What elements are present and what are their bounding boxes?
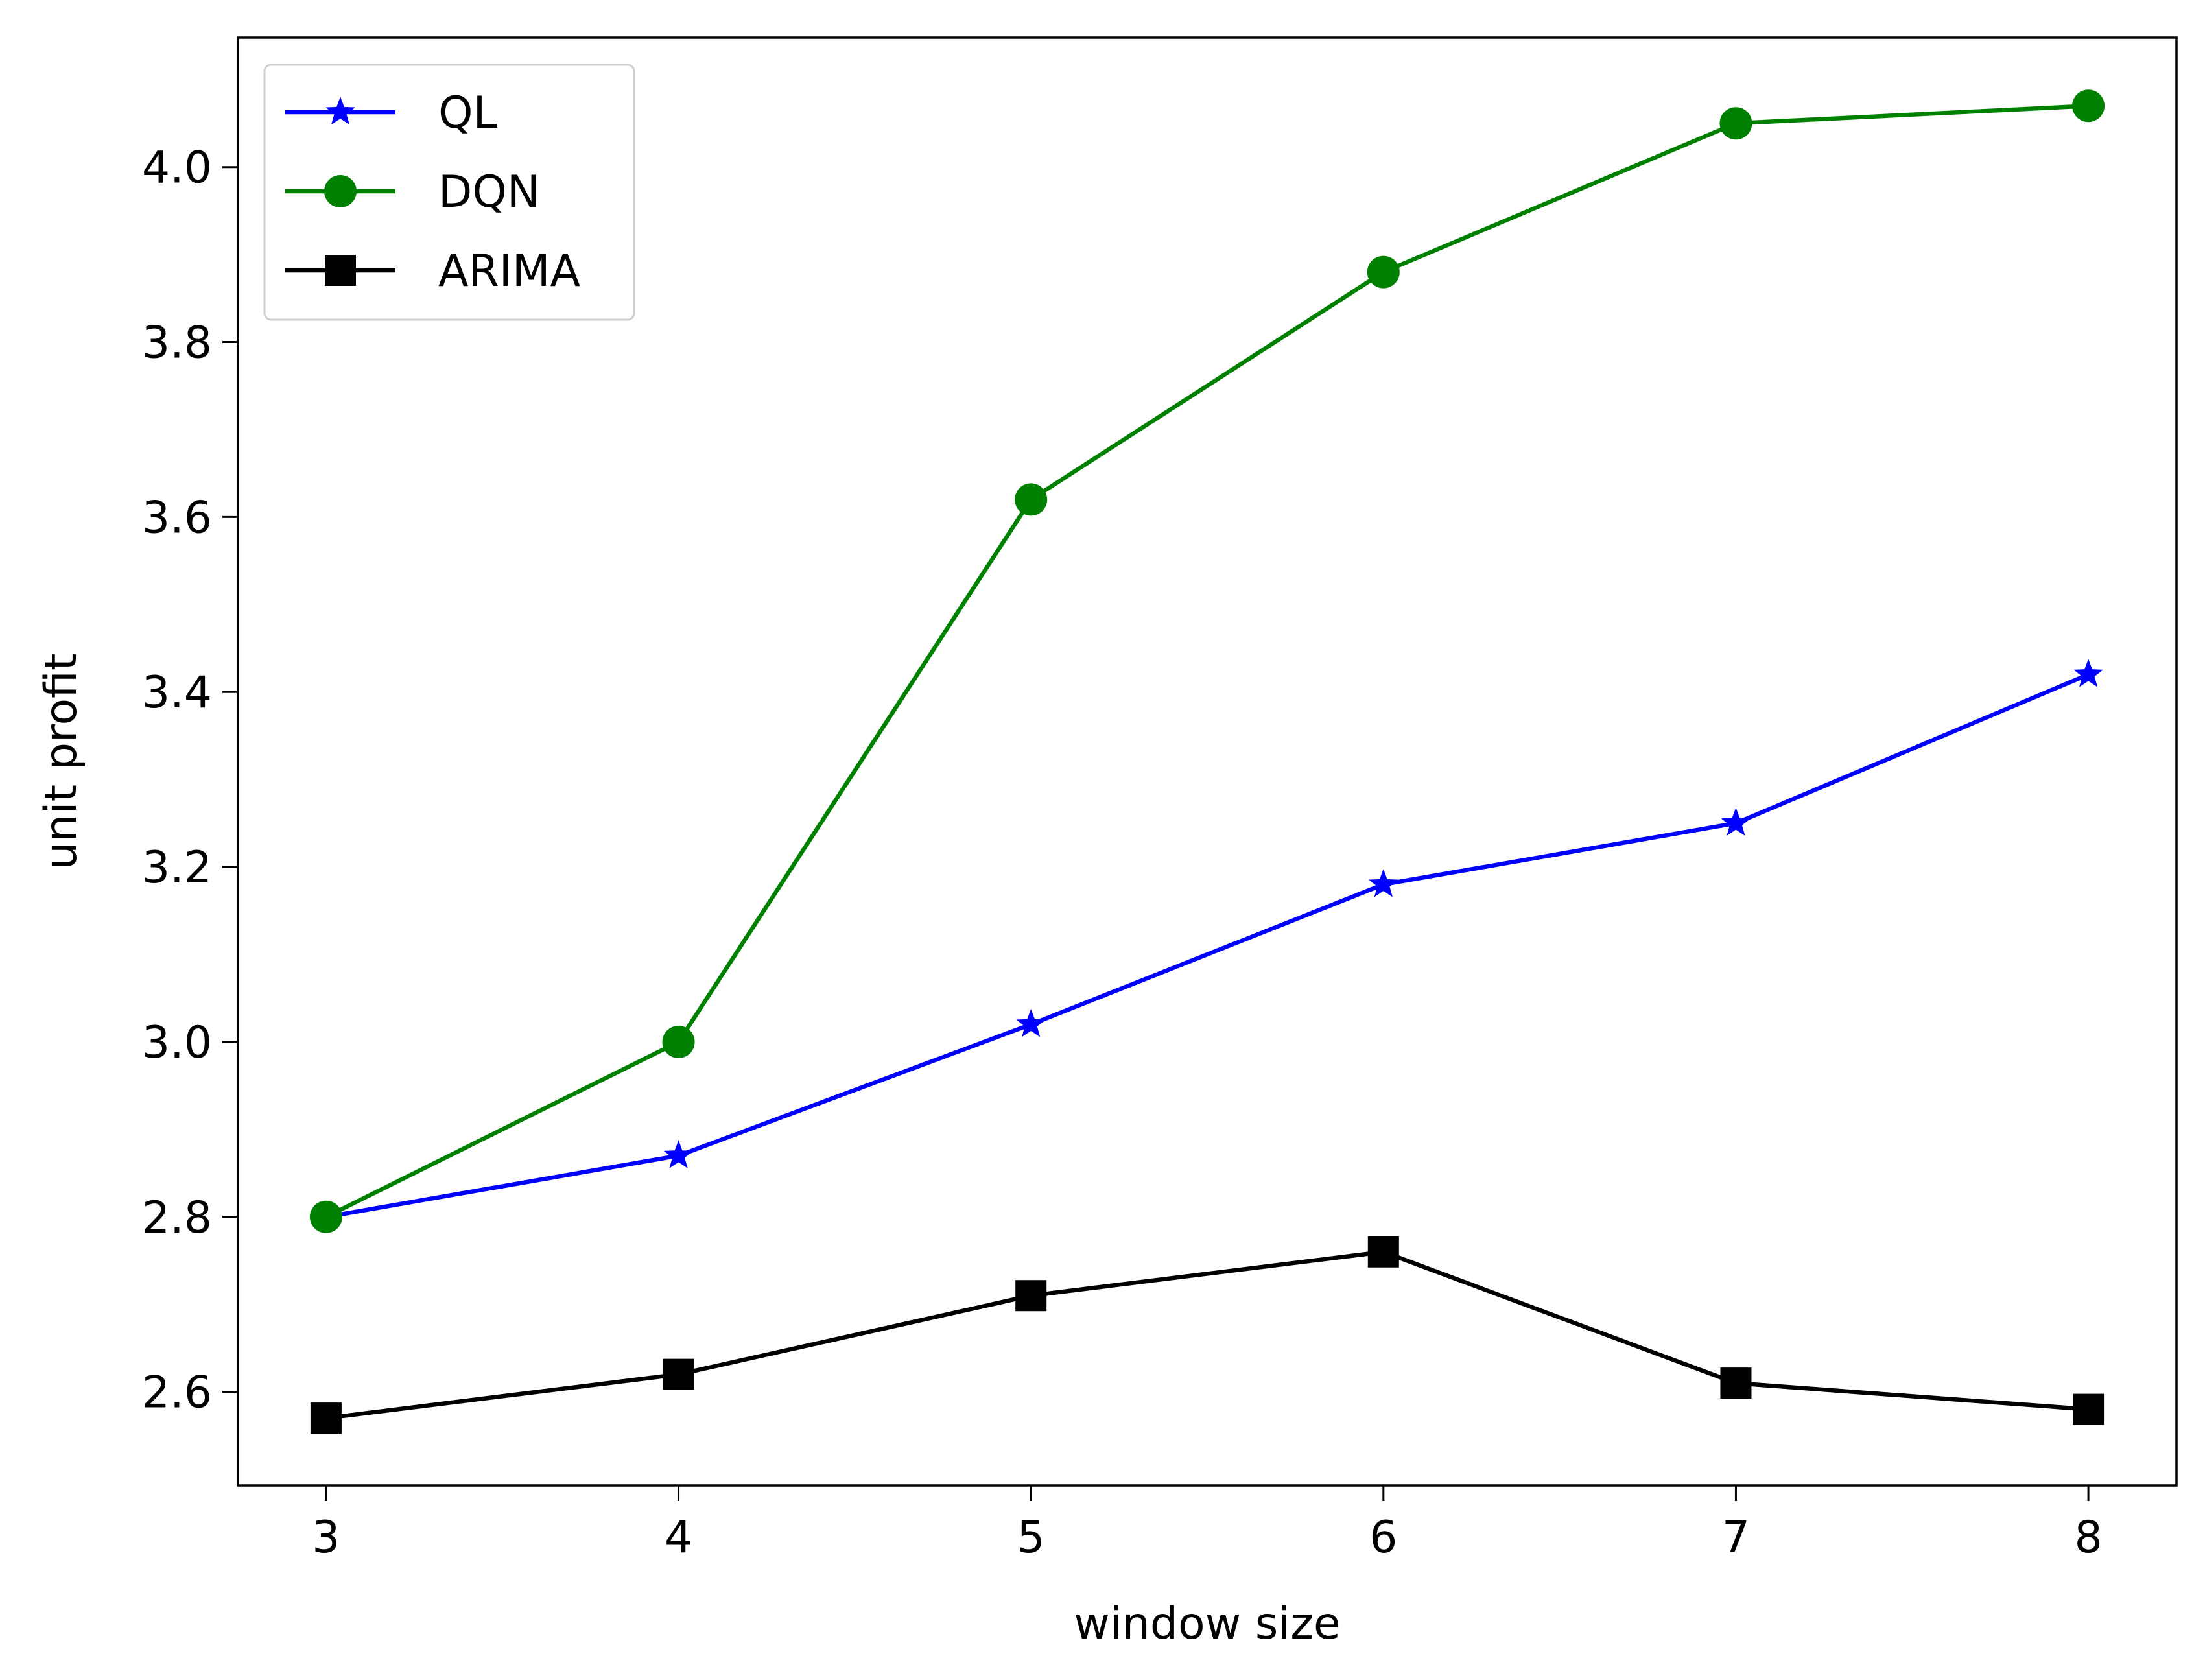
data-point xyxy=(2072,89,2105,123)
data-point xyxy=(325,255,356,286)
data-point xyxy=(1721,807,1751,836)
data-point xyxy=(1015,483,1048,516)
legend-item-dqn: DQN xyxy=(285,167,540,218)
data-point xyxy=(325,97,355,125)
y-axis: 2.6 2.8 3.0 3.2 3.4 3.6 3.8 4.0 xyxy=(142,143,238,1419)
x-tick-label: 8 xyxy=(2074,1512,2102,1563)
y-tick-label: 3.8 xyxy=(142,318,212,369)
series-dqn xyxy=(309,89,2105,1233)
series-layer xyxy=(309,89,2105,1434)
data-point xyxy=(1719,107,1752,140)
y-tick-label: 3.6 xyxy=(142,492,212,543)
legend-box xyxy=(263,64,635,321)
data-point xyxy=(310,1402,342,1434)
data-point xyxy=(2073,659,2103,687)
y-tick-label: 3.2 xyxy=(142,842,212,893)
data-point xyxy=(663,1140,694,1168)
legend: QL DQN ARIMA xyxy=(263,64,635,321)
y-tick-label: 2.8 xyxy=(142,1192,212,1244)
legend-label: ARIMA xyxy=(438,246,580,297)
data-point xyxy=(662,1025,695,1058)
y-tick-label: 3.0 xyxy=(142,1017,212,1069)
data-point xyxy=(324,175,357,207)
data-point xyxy=(663,1358,694,1390)
data-point xyxy=(1720,1367,1752,1399)
data-point xyxy=(1368,869,1398,897)
x-tick-label: 6 xyxy=(1369,1512,1397,1563)
x-tick-label: 5 xyxy=(1017,1512,1045,1563)
x-tick-label: 7 xyxy=(1722,1512,1750,1563)
legend-label: DQN xyxy=(438,167,540,218)
y-tick-label: 2.6 xyxy=(142,1367,212,1419)
data-point xyxy=(309,1200,342,1233)
series-line xyxy=(325,1249,2089,1421)
plot-frame xyxy=(237,36,2178,1487)
y-tick-label: 4.0 xyxy=(142,143,212,194)
y-axis-label: unit profit xyxy=(36,653,87,870)
data-point xyxy=(1367,255,1400,289)
data-point xyxy=(1367,1236,1399,1268)
series-line xyxy=(325,672,2090,1219)
data-point xyxy=(1015,1280,1047,1312)
x-axis-label: window size xyxy=(1074,1598,1340,1650)
data-point xyxy=(1016,1008,1046,1037)
legend-item-ql: QL xyxy=(285,88,498,139)
series-line xyxy=(325,103,2089,1219)
y-tick-label: 3.4 xyxy=(142,667,212,718)
x-tick-label: 4 xyxy=(665,1512,692,1563)
data-point xyxy=(2073,1393,2105,1425)
x-tick-label: 3 xyxy=(312,1512,340,1563)
x-axis: 3 4 5 6 7 8 xyxy=(312,1485,2103,1563)
series-arima xyxy=(310,1236,2105,1434)
legend-label: QL xyxy=(438,88,498,139)
legend-item-arima: ARIMA xyxy=(285,246,580,297)
